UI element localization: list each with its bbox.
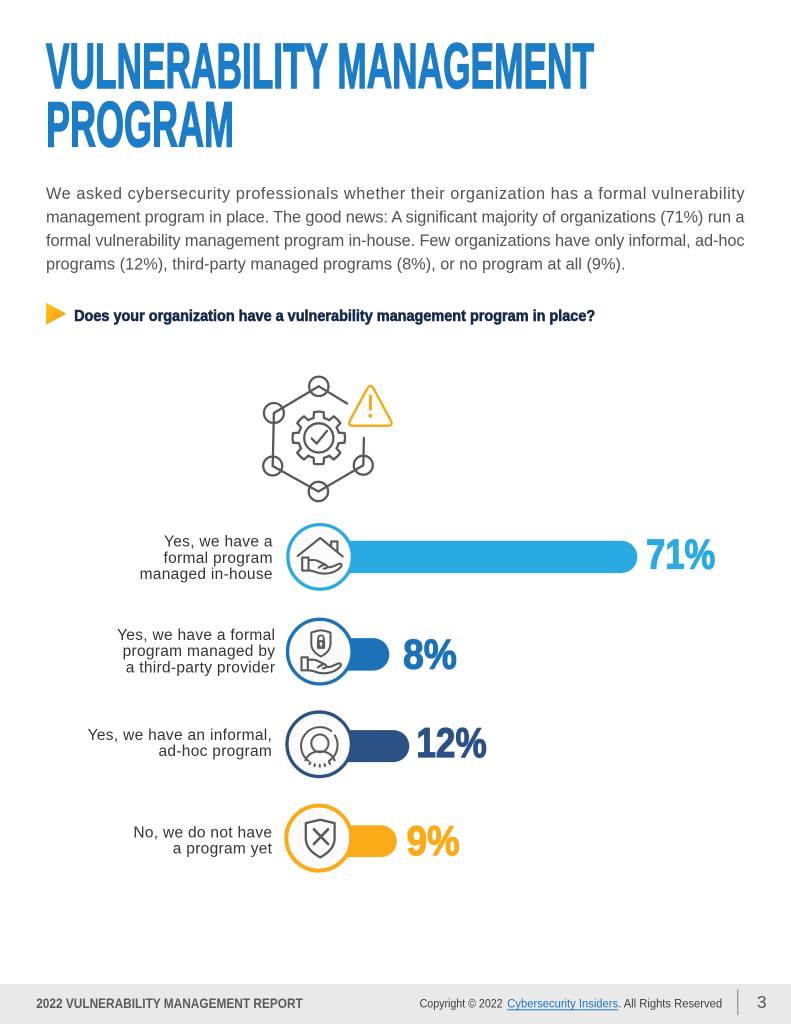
- svg-text:Yes, we have a formal: Yes, we have a formal: [117, 627, 275, 644]
- svg-text:Cybersecurity Insiders: Cybersecurity Insiders: [507, 999, 618, 1011]
- svg-text:programs (12%), third-party ma: programs (12%), third-party managed prog…: [46, 256, 626, 274]
- svg-text:a program yet: a program yet: [173, 841, 273, 858]
- svg-text:No, we do not have: No, we do not have: [133, 824, 272, 841]
- svg-text:Yes, we have an informal,: Yes, we have an informal,: [88, 727, 272, 744]
- svg-text:Does your organization have a: Does your organization have a vulnerabil…: [74, 308, 595, 325]
- svg-text:We asked cybersecurity profess: We asked cybersecurity professionals whe…: [46, 185, 745, 203]
- svg-text:12%: 12%: [416, 719, 486, 766]
- svg-text:9%: 9%: [407, 817, 460, 864]
- svg-text:formal vulnerability managemen: formal vulnerability management program …: [46, 232, 745, 250]
- svg-text:a third-party provider: a third-party provider: [126, 660, 276, 677]
- svg-text:formal program: formal program: [164, 550, 273, 567]
- svg-text:2022 VULNERABILITY MANAGEMENT: 2022 VULNERABILITY MANAGEMENT REPORT: [36, 995, 303, 1011]
- svg-text:8%: 8%: [403, 631, 457, 678]
- svg-text:71%: 71%: [646, 531, 715, 578]
- svg-text:PROGRAM: PROGRAM: [46, 89, 234, 161]
- svg-text:Yes, we have a: Yes, we have a: [164, 534, 273, 551]
- svg-text:ad-hoc program: ad-hoc program: [158, 743, 272, 760]
- svg-text:. All Rights Reserved: . All Rights Reserved: [618, 999, 722, 1011]
- svg-text:VULNERABILITY MANAGEMENT: VULNERABILITY MANAGEMENT: [46, 30, 594, 102]
- svg-text:Copyright © 2022: Copyright © 2022: [420, 999, 503, 1011]
- svg-text:management program in place. T: management program in place. The good ne…: [46, 209, 745, 227]
- svg-text:managed in-house: managed in-house: [140, 566, 273, 583]
- svg-text:3: 3: [757, 992, 767, 1012]
- svg-text:program managed by: program managed by: [123, 643, 276, 660]
